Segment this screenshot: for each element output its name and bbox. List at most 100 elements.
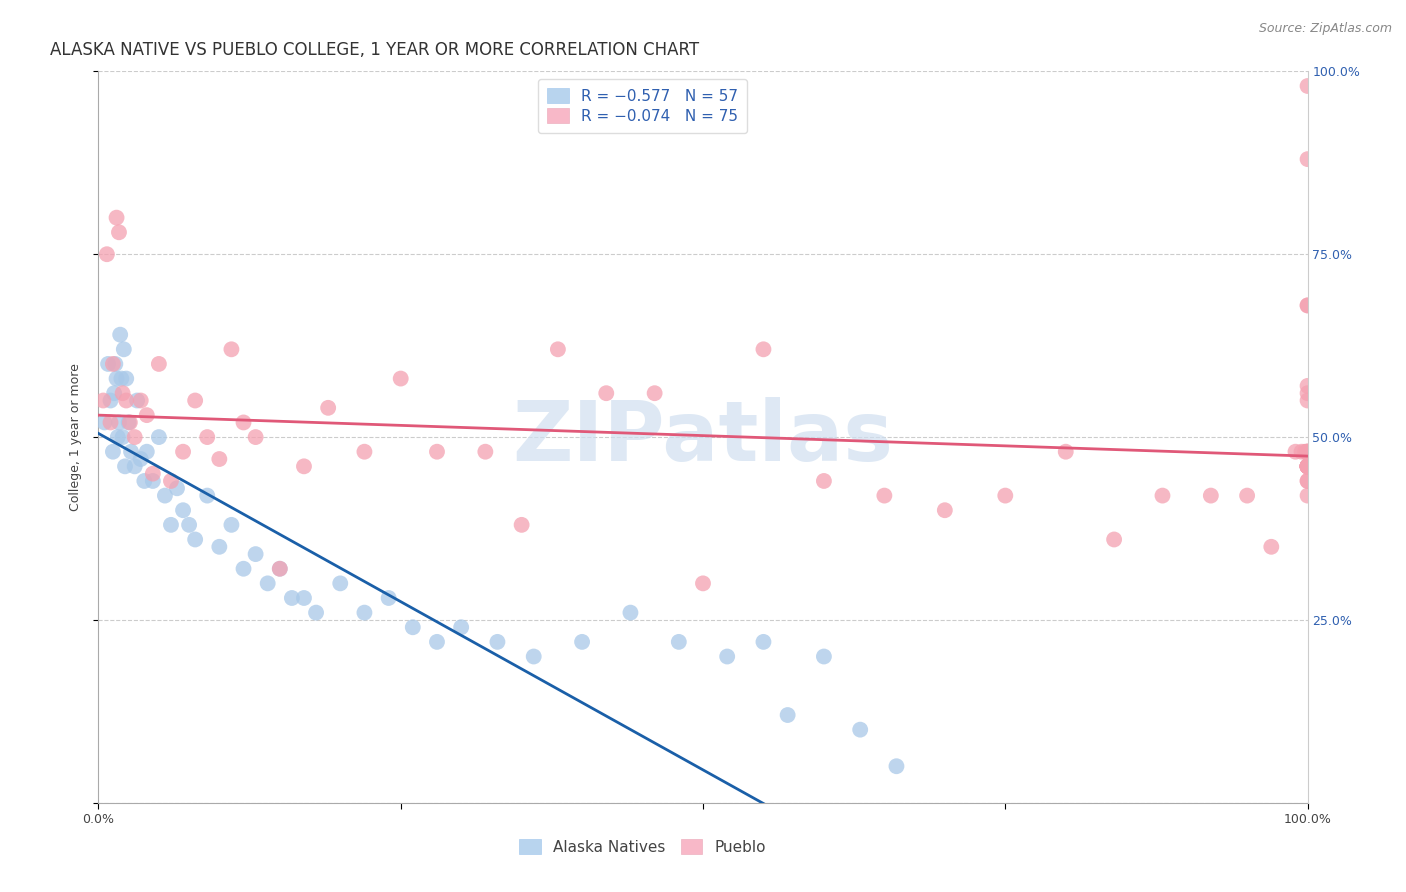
Point [166, 481, 188, 495]
Point [124, 459, 146, 474]
Text: Source: ZipAtlas.com: Source: ZipAtlas.com [1258, 22, 1392, 36]
Point [269, 562, 291, 576]
Point [1199, 489, 1222, 503]
Point [101, 444, 124, 458]
Point [1260, 540, 1282, 554]
Point [1296, 444, 1319, 458]
Point [1102, 533, 1125, 547]
Point [118, 416, 141, 430]
Point [1296, 459, 1319, 474]
Point [97, 357, 120, 371]
Point [135, 408, 157, 422]
Point [96, 247, 118, 261]
Point [426, 635, 449, 649]
Y-axis label: College, 1 year or more: College, 1 year or more [69, 363, 82, 511]
Point [1296, 298, 1319, 312]
Point [1296, 489, 1319, 503]
Point [389, 371, 412, 385]
Point [269, 562, 291, 576]
Point [1296, 444, 1319, 458]
Point [1296, 459, 1319, 474]
Point [1296, 152, 1319, 166]
Point [1284, 444, 1306, 458]
Point [1296, 459, 1319, 474]
Point [111, 386, 134, 401]
Point [100, 416, 122, 430]
Point [195, 489, 218, 503]
Point [129, 393, 152, 408]
Point [1296, 459, 1319, 474]
Point [1296, 459, 1319, 474]
Point [849, 723, 872, 737]
Point [245, 547, 267, 561]
Point [103, 386, 125, 401]
Point [813, 474, 835, 488]
Point [595, 386, 617, 401]
Point [105, 371, 128, 385]
Point [148, 357, 170, 371]
Point [1296, 459, 1319, 474]
Point [292, 459, 315, 474]
Point [1296, 459, 1319, 474]
Point [195, 430, 218, 444]
Point [160, 474, 183, 488]
Point [142, 474, 165, 488]
Point [208, 540, 231, 554]
Point [329, 576, 352, 591]
Point [1296, 474, 1319, 488]
Point [184, 393, 207, 408]
Point [221, 343, 243, 357]
Point [813, 649, 835, 664]
Point [232, 562, 254, 576]
Point [692, 576, 714, 591]
Text: ZIPatlas: ZIPatlas [513, 397, 893, 477]
Point [1296, 459, 1319, 474]
Point [994, 489, 1017, 503]
Point [1296, 444, 1319, 458]
Point [160, 517, 183, 532]
Point [377, 591, 399, 605]
Point [1296, 379, 1319, 393]
Point [716, 649, 738, 664]
Point [1296, 459, 1319, 474]
Point [100, 393, 122, 408]
Point [148, 430, 170, 444]
Point [1296, 298, 1319, 312]
Point [108, 416, 131, 430]
Point [353, 444, 375, 458]
Point [153, 489, 176, 503]
Point [172, 444, 194, 458]
Point [752, 635, 775, 649]
Legend: Alaska Natives, Pueblo: Alaska Natives, Pueblo [513, 833, 772, 861]
Point [108, 225, 131, 239]
Point [1296, 386, 1319, 401]
Point [752, 343, 775, 357]
Point [115, 393, 138, 408]
Point [107, 430, 129, 444]
Point [1054, 444, 1077, 458]
Point [208, 452, 231, 467]
Point [486, 635, 509, 649]
Point [281, 591, 304, 605]
Point [619, 606, 641, 620]
Point [118, 416, 141, 430]
Point [474, 444, 496, 458]
Point [135, 444, 157, 458]
Point [111, 430, 134, 444]
Point [108, 327, 131, 342]
Point [668, 635, 690, 649]
Point [1296, 474, 1319, 488]
Point [292, 591, 315, 605]
Point [101, 357, 124, 371]
Point [426, 444, 449, 458]
Point [934, 503, 956, 517]
Point [1296, 459, 1319, 474]
Point [110, 371, 132, 385]
Point [91, 393, 114, 408]
Point [776, 708, 799, 723]
Point [120, 444, 142, 458]
Point [353, 606, 375, 620]
Point [124, 430, 146, 444]
Point [1296, 78, 1319, 93]
Point [1296, 459, 1319, 474]
